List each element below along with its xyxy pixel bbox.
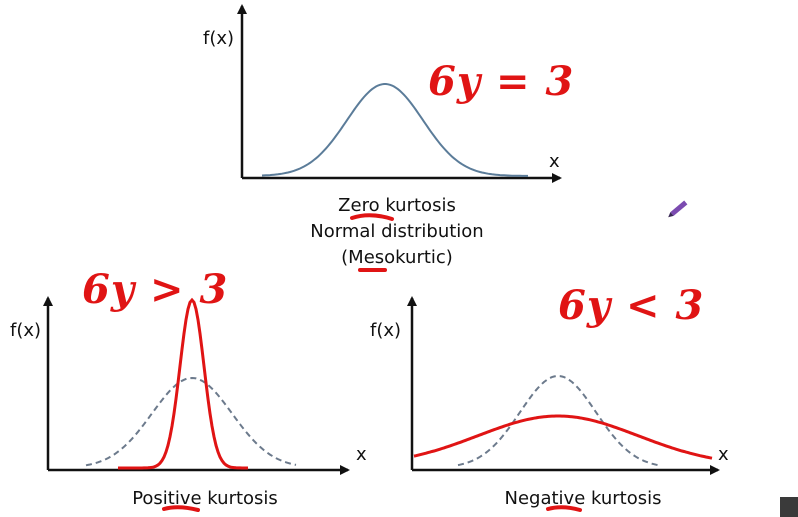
right-xlabel: x xyxy=(718,444,729,465)
right-caption: Negative kurtosis xyxy=(488,486,678,512)
left-caption: Positive kurtosis xyxy=(110,486,300,512)
annotation-right: 6y < 3 xyxy=(558,282,705,329)
caption-line: Negative kurtosis xyxy=(504,488,662,509)
top-xlabel: x xyxy=(549,151,560,172)
normal-curve xyxy=(261,83,528,177)
leptokurtic-curve xyxy=(118,297,248,470)
underline-kurtosis xyxy=(350,213,394,221)
right-ylabel: f(x) xyxy=(370,320,402,341)
annotation-left: 6y > 3 xyxy=(82,266,229,313)
left-xlabel: x xyxy=(356,444,367,465)
corner-indicator xyxy=(780,497,798,517)
left-ylabel: f(x) xyxy=(10,320,42,341)
normal-reference-curve xyxy=(85,376,297,467)
underline-negative xyxy=(546,505,582,512)
platykurtic-curve xyxy=(413,414,713,460)
top-ylabel: f(x) xyxy=(203,28,235,49)
pen-icon[interactable] xyxy=(667,200,688,220)
caption-line: Normal distribution xyxy=(310,221,484,242)
caption-line: (Mesokurtic) xyxy=(341,247,453,268)
top-caption: Zero kurtosis Normal distribution (Mesok… xyxy=(294,193,500,271)
annotation-top: 6y = 3 xyxy=(428,58,575,105)
caption-line: Zero kurtosis xyxy=(338,195,456,216)
caption-line: Positive kurtosis xyxy=(132,488,278,509)
underline-positive xyxy=(162,505,200,512)
normal-reference-curve xyxy=(457,374,661,467)
